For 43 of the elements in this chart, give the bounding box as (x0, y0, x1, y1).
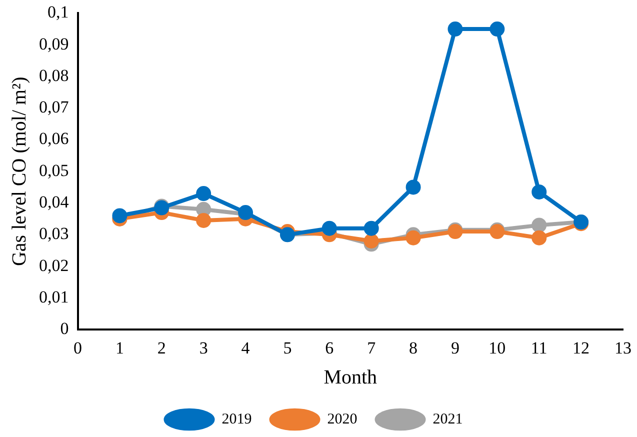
point (364, 220, 379, 236)
y-tick-label: 0,03 (39, 224, 69, 244)
point (532, 230, 547, 246)
point (490, 22, 505, 37)
x-tick-label: 6 (325, 338, 334, 358)
x-tick-label: 12 (572, 338, 590, 358)
point (406, 230, 421, 246)
y-tick-label: 0,09 (39, 34, 69, 54)
y-tick-label: 0,06 (39, 129, 69, 148)
x-tick-label: 7 (367, 338, 376, 358)
x-tick-label: 13 (614, 338, 632, 358)
point (196, 212, 212, 228)
x-tick-label: 8 (409, 338, 418, 358)
x-tick-label: 1 (115, 338, 124, 358)
x-tick-label: 4 (241, 338, 250, 358)
y-tick-label: 0 (60, 319, 69, 338)
legend-label: 2020 (327, 411, 358, 428)
y-axis-title: Gas level CO (mol/ m²) (8, 76, 30, 266)
y-tick-label: 0,07 (39, 98, 70, 117)
x-tick-label: 3 (199, 338, 208, 358)
point (532, 218, 547, 233)
x-tick-label: 0 (74, 338, 82, 358)
x-tick-label: 9 (450, 338, 460, 358)
y-tick-label: 0,05 (39, 160, 69, 180)
point (448, 22, 463, 37)
x-tick-label: 11 (530, 338, 548, 358)
x-tick-label: 5 (283, 338, 292, 358)
legend-label: 2021 (432, 411, 463, 428)
point (322, 220, 337, 236)
y-tick-label: 0,1 (48, 2, 69, 22)
point (112, 208, 128, 224)
legend-label: 2019 (222, 411, 252, 428)
point (532, 184, 547, 200)
x-tick-label: 2 (157, 338, 166, 358)
point (364, 234, 379, 249)
point (196, 186, 212, 202)
y-tick-label: 0,01 (39, 287, 69, 306)
x-tick-label: 10 (488, 338, 506, 358)
x-axis-title: Month (324, 366, 378, 388)
y-tick-label: 0,04 (39, 192, 70, 212)
y-tick-label: 0,08 (39, 66, 69, 85)
point (406, 180, 421, 195)
y-tick-label: 0,02 (39, 256, 69, 275)
